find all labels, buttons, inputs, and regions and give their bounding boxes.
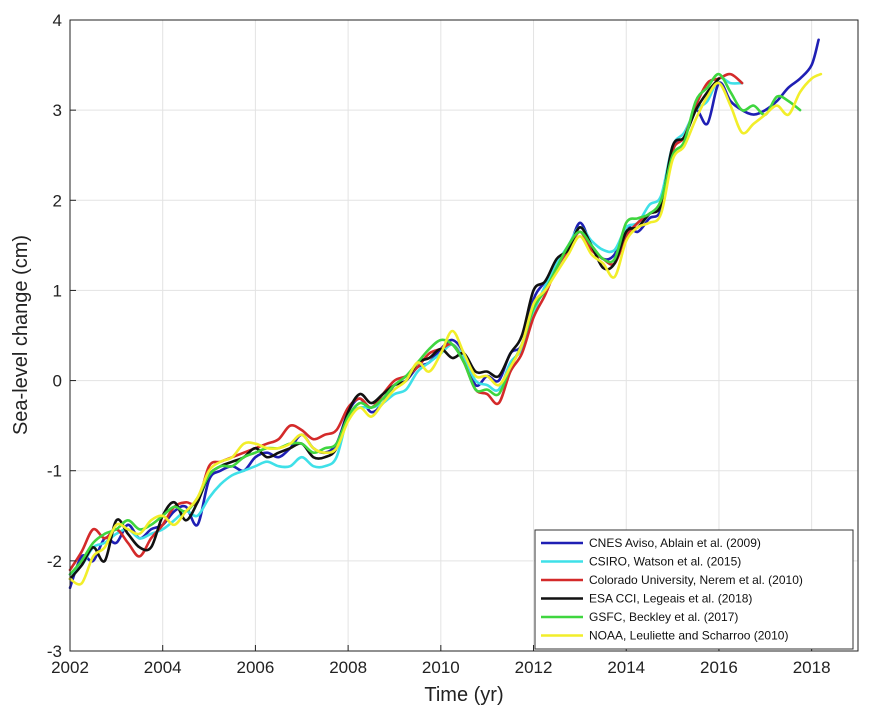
x-tick-labels: 2002 2004 2006 2008 2010 2012 2014 2016 2018 xyxy=(51,658,830,677)
legend-entry-label: NOAA, Leuliette and Scharroo (2010) xyxy=(589,629,788,643)
x-tick-label: 2018 xyxy=(793,658,831,677)
y-tick-label: -1 xyxy=(47,462,62,481)
y-tick-label: -2 xyxy=(47,552,62,571)
y-axis-title: Sea-level change (cm) xyxy=(10,235,32,435)
x-tick-label: 2014 xyxy=(607,658,645,677)
legend: CNES Aviso, Ablain et al. (2009) CSIRO, W… xyxy=(534,529,854,650)
legend-entry-label: ESA CCI, Legeais et al. (2018) xyxy=(589,592,752,606)
series-line-2 xyxy=(68,76,744,576)
x-tick-label: 2012 xyxy=(515,658,553,677)
plot-frame xyxy=(69,19,859,652)
legend-entry-label: GSFC, Beckley et al. (2017) xyxy=(589,610,738,624)
y-tick-label: 1 xyxy=(53,281,62,300)
y-tick-label: 2 xyxy=(53,191,62,210)
legend-entry-label: Colorado University, Nerem et al. (2010) xyxy=(589,573,803,587)
series-layer xyxy=(68,38,823,590)
x-axis-title: Time (yr) xyxy=(424,684,503,706)
x-tick-label: 2004 xyxy=(144,658,182,677)
legend-box xyxy=(534,529,854,650)
x-tick-label: 2008 xyxy=(329,658,367,677)
axis-ticks xyxy=(69,19,813,652)
y-tick-label: 4 xyxy=(53,11,62,30)
y-tick-label: 0 xyxy=(53,372,62,391)
y-tick-labels: -3 -2 -1 0 1 2 3 4 xyxy=(47,11,62,661)
legend-entry-label: CSIRO, Watson et al. (2015) xyxy=(589,555,741,569)
x-tick-label: 2002 xyxy=(51,658,89,677)
x-tick-label: 2010 xyxy=(422,658,460,677)
x-tick-label: 2006 xyxy=(236,658,274,677)
legend-entry-label: CNES Aviso, Ablain et al. (2009) xyxy=(589,536,761,550)
y-tick-label: 3 xyxy=(53,101,62,120)
y-tick-label: -3 xyxy=(47,642,62,661)
series-line-6 xyxy=(68,72,823,586)
x-tick-label: 2016 xyxy=(700,658,738,677)
